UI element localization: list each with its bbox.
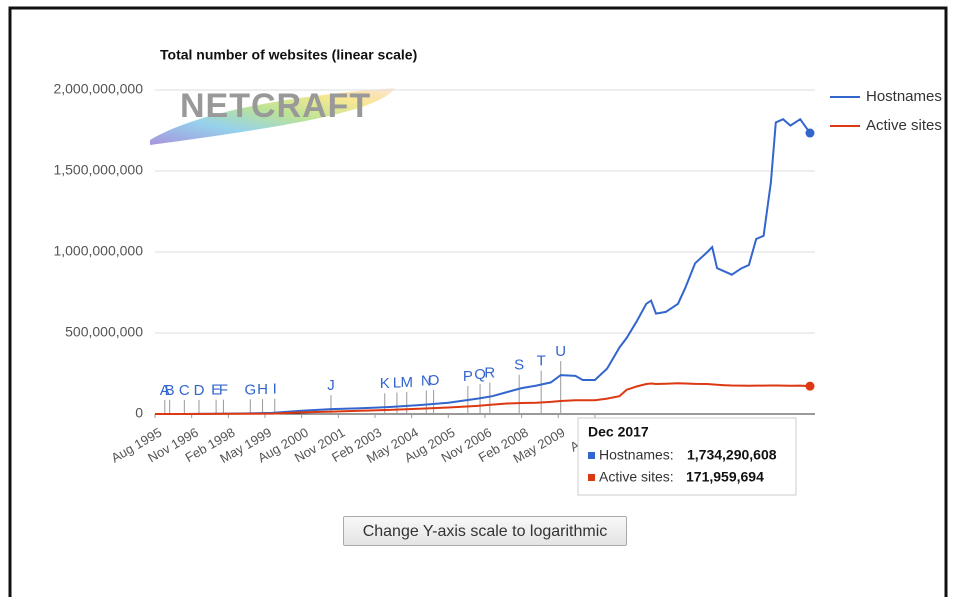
annotation-label: D: [194, 382, 205, 399]
annotation-label: P: [463, 368, 473, 385]
legend-label: Hostnames: [866, 88, 942, 105]
annotation-label: U: [555, 343, 566, 360]
series-line: [155, 117, 811, 415]
annotation-label: O: [428, 372, 440, 389]
tooltip-value: 171,959,694: [686, 469, 764, 485]
tooltip-swatch: [588, 474, 595, 481]
y-tick-label: 1,000,000,000: [53, 243, 143, 259]
y-tick-label: 0: [135, 405, 143, 421]
annotation-label: B: [165, 382, 175, 399]
annotation-label: R: [484, 365, 495, 382]
tooltip-value: 1,734,290,608: [687, 447, 777, 463]
tooltip-title: Dec 2017: [588, 424, 649, 440]
y-tick-label: 2,000,000,000: [53, 81, 143, 97]
annotation-label: L: [393, 375, 401, 392]
annotation-label: N: [421, 372, 432, 389]
y-tick-label: 500,000,000: [65, 324, 143, 340]
chart-title: Total number of websites (linear scale): [160, 47, 417, 63]
tooltip-name: Hostnames:: [599, 447, 674, 463]
logo-swoosh: [150, 88, 395, 145]
annotation-label: S: [514, 357, 524, 374]
annotation-label: J: [327, 377, 335, 394]
frame: [8, 6, 948, 597]
tooltip: Dec 2017 Hostnames: 1,734,290,608 Active si…: [577, 417, 797, 496]
annotation-label: K: [380, 375, 390, 392]
annotation-label: G: [244, 381, 256, 398]
annotation-label: E: [211, 382, 221, 399]
series-line: [155, 382, 811, 415]
end-point: [805, 381, 815, 391]
annotation-label: T: [537, 353, 546, 370]
log-scale-button[interactable]: Change Y-axis scale to logarithmic: [343, 516, 627, 546]
annotation-label: I: [273, 381, 277, 398]
tooltip-box: [577, 417, 797, 496]
annotation-label: C: [179, 382, 190, 399]
y-tick-label: 1,500,000,000: [53, 162, 143, 178]
annotation-label: A: [160, 382, 170, 399]
annotation-label: M: [400, 374, 413, 391]
annotation-label: Q: [474, 366, 486, 383]
end-point: [805, 128, 815, 138]
logo: NETCRAFT: [180, 87, 371, 125]
legend-label: Active sites: [866, 117, 942, 134]
annotation-label: H: [257, 381, 268, 398]
tooltip-swatch: [588, 452, 595, 459]
annotation-label: F: [219, 382, 228, 399]
tooltip-name: Active sites:: [599, 469, 674, 485]
